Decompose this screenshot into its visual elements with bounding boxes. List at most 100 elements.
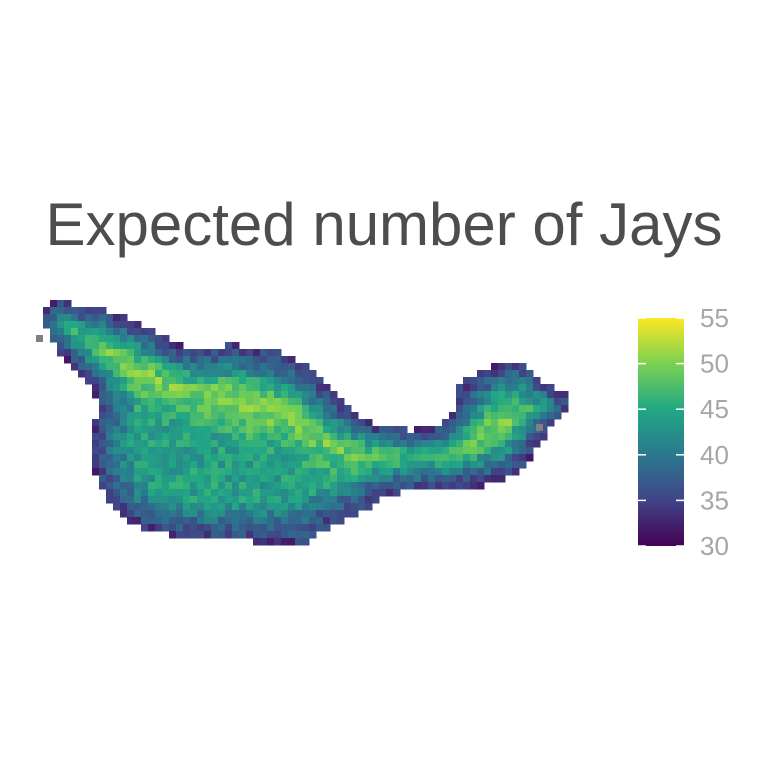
heatmap-cell (281, 468, 289, 476)
heatmap-cell (316, 398, 324, 406)
heatmap-cell (288, 489, 296, 497)
heatmap-cell (113, 433, 121, 441)
heatmap-cell (134, 454, 142, 462)
heatmap-cell (323, 517, 331, 525)
heatmap-cell (267, 433, 275, 441)
heatmap-cell (442, 419, 450, 427)
heatmap-cell (295, 489, 303, 497)
heatmap-cell (246, 496, 254, 504)
heatmap-cell (267, 517, 275, 525)
heatmap-cell (414, 461, 422, 469)
heatmap-cell (134, 321, 142, 329)
heatmap-cell (456, 447, 464, 455)
heatmap-cell (134, 440, 142, 448)
heatmap-cell (344, 489, 352, 497)
heatmap-cell (414, 482, 422, 490)
heatmap-cell (106, 440, 114, 448)
heatmap-cell (197, 482, 205, 490)
heatmap-cell (323, 405, 331, 413)
heatmap-cell (218, 489, 226, 497)
heatmap-cell (484, 391, 492, 399)
heatmap-cell (260, 426, 268, 434)
color-legend: 30 35 40 45 50 55 (638, 303, 729, 561)
heatmap-cell (113, 475, 121, 483)
heatmap-cell (372, 447, 380, 455)
heatmap-cell (260, 517, 268, 525)
heatmap-cell (505, 440, 513, 448)
heatmap-cell (323, 398, 331, 406)
heatmap-cell (197, 349, 205, 357)
heatmap-cell (183, 412, 191, 420)
heatmap-cell (71, 307, 79, 315)
heatmap-cell (302, 461, 310, 469)
heatmap-cell (491, 363, 499, 371)
heatmap-cell (204, 468, 212, 476)
heatmap-cell (225, 447, 233, 455)
heatmap-cell (113, 482, 121, 490)
heatmap-cell (176, 475, 184, 483)
heatmap-cell (204, 461, 212, 469)
heatmap-cell (239, 461, 247, 469)
heatmap-cell (274, 447, 282, 455)
heatmap-cell (491, 440, 499, 448)
heatmap-cell (484, 426, 492, 434)
heatmap-cell (71, 363, 79, 371)
heatmap-cell (162, 461, 170, 469)
heatmap-cell (267, 419, 275, 427)
heatmap-cell (295, 447, 303, 455)
heatmap-cell (302, 482, 310, 490)
heatmap-cell (232, 349, 240, 357)
heatmap-cell (113, 447, 121, 455)
heatmap-cell (302, 405, 310, 413)
heatmap-cell (435, 475, 443, 483)
heatmap-cell (393, 440, 401, 448)
heatmap-cell (519, 398, 527, 406)
heatmap-cell (309, 370, 317, 378)
heatmap-cell (169, 349, 177, 357)
heatmap-cell (484, 405, 492, 413)
heatmap-cell (204, 412, 212, 420)
heatmap-cell (316, 475, 324, 483)
heatmap-cell (379, 468, 387, 476)
heatmap-cell (99, 475, 107, 483)
heatmap-cell (484, 461, 492, 469)
heatmap-cell (512, 412, 520, 420)
heatmap-cell (162, 454, 170, 462)
heatmap-cell (246, 363, 254, 371)
heatmap-cell (323, 489, 331, 497)
heatmap-cell (323, 454, 331, 462)
heatmap-cell (463, 433, 471, 441)
heatmap-cell (330, 482, 338, 490)
heatmap-cell (316, 496, 324, 504)
heatmap-cell (225, 440, 233, 448)
heatmap-cell (386, 475, 394, 483)
heatmap-cell (239, 405, 247, 413)
heatmap-cell (169, 342, 177, 350)
heatmap-cell (239, 426, 247, 434)
heatmap-cell (407, 475, 415, 483)
heatmap-cell (92, 314, 100, 322)
heatmap-cell (330, 433, 338, 441)
heatmap-cell (316, 426, 324, 434)
heatmap-cell (71, 335, 79, 343)
heatmap-cell (99, 482, 107, 490)
heatmap-cell (197, 384, 205, 392)
heatmap-cell (414, 433, 422, 441)
heatmap-cell (232, 454, 240, 462)
heatmap-cell (512, 433, 520, 441)
heatmap-cell (225, 356, 233, 364)
heatmap-cell (372, 454, 380, 462)
heatmap-cell (225, 419, 233, 427)
heatmap-cell (281, 531, 289, 539)
heatmap-cell (197, 426, 205, 434)
heatmap-cell (253, 489, 261, 497)
heatmap-cell (288, 482, 296, 490)
heatmap-cell (197, 517, 205, 525)
heatmap-cell (372, 433, 380, 441)
heatmap-cell (274, 510, 282, 518)
heatmap-cell (505, 468, 513, 476)
heatmap-cell (267, 496, 275, 504)
heatmap-cell (148, 433, 156, 441)
heatmap-cell (400, 440, 408, 448)
heatmap-cell (204, 531, 212, 539)
